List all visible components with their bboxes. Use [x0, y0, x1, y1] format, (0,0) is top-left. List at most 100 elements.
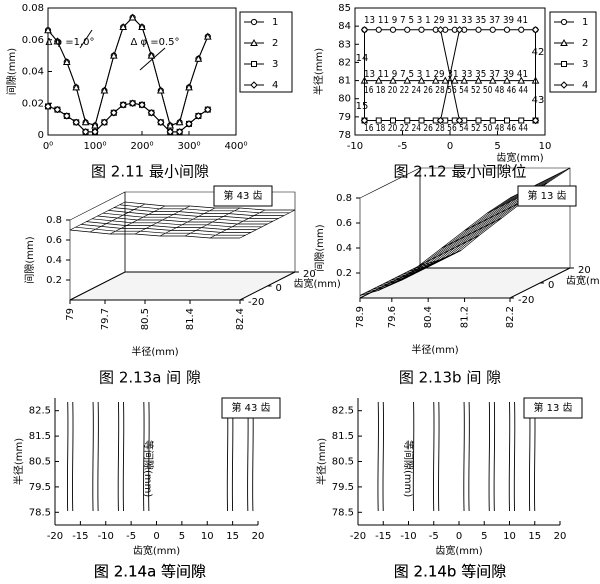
- y-tick-label: 83: [338, 39, 351, 50]
- z-tick-label: 0.8: [46, 215, 62, 226]
- legend-marker: [251, 61, 257, 67]
- surface-profile: [91, 218, 262, 228]
- x-axis-label: 齿宽(mm): [435, 544, 482, 557]
- data-point: [488, 76, 497, 84]
- legend-marker: [560, 81, 568, 89]
- z-tick-label: 0.2: [336, 268, 352, 279]
- data-point: [72, 83, 81, 91]
- x-tick-label: 79: [65, 308, 76, 321]
- point-label-side: 14: [356, 53, 369, 64]
- x-tick-label: 15: [226, 531, 239, 542]
- side-wall: [69, 191, 126, 301]
- legend-marker: [250, 38, 258, 46]
- data-point: [119, 101, 127, 109]
- data-point: [475, 117, 482, 124]
- data-point: [450, 76, 459, 84]
- legend-marker: [560, 18, 568, 26]
- contour-line: [97, 401, 99, 512]
- x-tick-label: 0: [447, 141, 453, 152]
- surface-mesh-line: [418, 235, 480, 266]
- contour-line: [117, 401, 120, 512]
- x-tick-label: -15: [375, 531, 391, 542]
- data-point: [138, 101, 146, 109]
- x-tick-label: 82.4: [235, 308, 246, 330]
- x-tick-label: 80.4: [423, 306, 434, 328]
- tooth-tag: 第 13 齿: [527, 189, 566, 202]
- data-point: [194, 54, 203, 62]
- x-tick-label: 82.2: [505, 306, 516, 328]
- data-point: [436, 116, 445, 125]
- annotation-pointer: [79, 29, 93, 49]
- data-point: [404, 26, 411, 33]
- x-tick-label: 10: [201, 531, 214, 542]
- data-point: [517, 76, 526, 84]
- point-label-row: 13 11 9 7 5 3 1 29 31 33 35 37 39 41: [364, 15, 528, 26]
- legend-label: 3: [582, 59, 588, 70]
- surface-profile: [108, 210, 279, 219]
- surface-mesh-line: [89, 203, 146, 233]
- y-tick-label: 80.5: [29, 457, 51, 468]
- floor: [69, 271, 296, 301]
- y-tick-label: 0.06: [22, 35, 44, 46]
- x-tick-label: -5: [429, 531, 439, 542]
- data-point: [204, 105, 212, 114]
- contour-line: [377, 401, 379, 512]
- data-point: [147, 51, 156, 59]
- contour-line: [433, 401, 435, 512]
- legend-marker: [250, 81, 258, 89]
- data-point: [360, 26, 369, 34]
- x-tick-label: 10: [539, 141, 552, 152]
- surface-mesh-line: [209, 209, 266, 239]
- x-tick-label: 400⁰: [224, 141, 247, 152]
- x-tick-label: 5: [179, 531, 185, 542]
- contour-line: [148, 401, 150, 512]
- z-tick-label: 0.8: [336, 193, 352, 204]
- y-tick-label: -20: [518, 295, 534, 306]
- y-tick-label: 0: [548, 280, 554, 291]
- legend-label: 1: [582, 17, 588, 28]
- series-line: [364, 29, 536, 121]
- x-tick-label: 79.7: [100, 308, 111, 330]
- x-axis-label: 齿宽(mm): [133, 544, 180, 557]
- data-point: [53, 37, 62, 45]
- surface-mesh-line: [400, 250, 462, 281]
- tooth-tag-box: [221, 397, 281, 419]
- data-point: [62, 57, 71, 65]
- caption: 图 2.12 最小间隙位: [394, 163, 527, 181]
- legend-label: 1: [272, 17, 278, 28]
- series-line: [47, 16, 209, 127]
- annotation: Δ φ =1.0°: [45, 37, 94, 48]
- y-tick-label: 81.5: [29, 431, 51, 442]
- data-point: [436, 26, 445, 34]
- data-point: [374, 76, 383, 84]
- data-point: [166, 128, 174, 136]
- data-point: [489, 117, 496, 124]
- data-point: [417, 76, 426, 84]
- contour-line: [382, 401, 384, 512]
- data-point: [431, 76, 440, 84]
- z-tick-label: 0.4: [336, 243, 352, 254]
- point-label-side: 43: [532, 95, 545, 106]
- y-tick-label: 0.08: [22, 3, 44, 14]
- surface-profile: [113, 207, 284, 216]
- surface-profile: [102, 212, 273, 222]
- z-axis-label: 间隙(mm): [23, 236, 36, 283]
- tooth-tag-box: [213, 185, 273, 207]
- x-tick-label: 79.6: [387, 306, 398, 328]
- data-point: [203, 32, 212, 40]
- y-tick-label: 0: [38, 130, 44, 141]
- y-axis-label: 半径(mm): [12, 438, 25, 485]
- surface-mesh-line: [359, 265, 421, 296]
- contour-line: [468, 401, 470, 512]
- x-tick-label: 5: [481, 531, 487, 542]
- data-point: [128, 13, 137, 21]
- legend-label: 4: [272, 80, 278, 91]
- z-tick-label: 0.6: [46, 235, 62, 246]
- data-point: [518, 26, 525, 33]
- surface-mesh-line: [159, 207, 216, 237]
- data-point: [128, 99, 137, 107]
- x-tick-label: 0: [153, 531, 159, 542]
- point-label-row: 16 18 20 22 24 26 28 56 54 52 50 48 46 4…: [364, 123, 528, 134]
- y-axis-label: 间隙(mm): [5, 48, 18, 95]
- y-tick-label: 20: [303, 269, 316, 280]
